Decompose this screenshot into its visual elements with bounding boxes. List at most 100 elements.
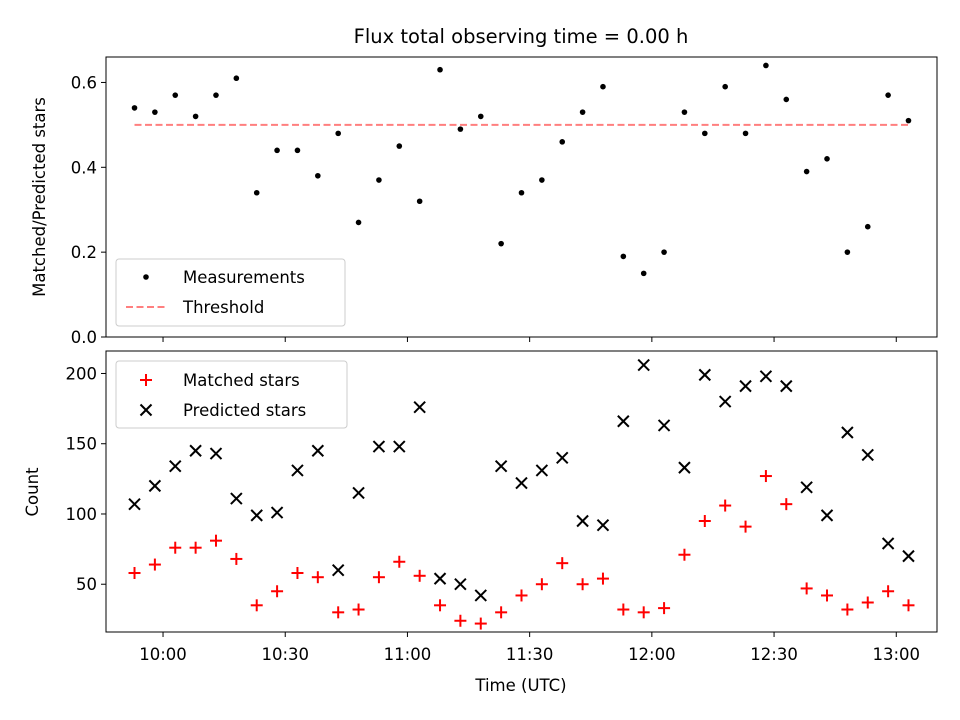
bottom-y-tick-label: 150 bbox=[66, 435, 98, 454]
x-tick-label: 10:00 bbox=[139, 645, 187, 664]
measurement-point bbox=[274, 147, 280, 154]
x-tick-label: 13:00 bbox=[872, 645, 920, 664]
measurement-point bbox=[600, 83, 606, 90]
bottom-y-tick-label: 100 bbox=[66, 505, 98, 524]
predicted-stars-point bbox=[617, 415, 630, 428]
measurement-point bbox=[844, 249, 851, 255]
measurement-point bbox=[824, 156, 830, 162]
matched-stars-point bbox=[271, 585, 284, 598]
measurement-point bbox=[335, 130, 341, 137]
measurement-point bbox=[131, 105, 138, 111]
predicted-stars-point bbox=[331, 563, 345, 577]
bottom-panel: 50 100 150 200 10:00 10:30 11:00 11:30 12:00 12:3… bbox=[66, 350, 938, 664]
top-y-tick-label: 0.2 bbox=[71, 243, 97, 262]
bottom-y-axis-label: Count bbox=[23, 467, 42, 517]
matched-stars-point bbox=[169, 541, 182, 554]
matched-stars-point bbox=[393, 555, 406, 568]
predicted-stars-point bbox=[576, 514, 589, 528]
predicted-stars-point bbox=[515, 476, 528, 490]
predicted-stars-point bbox=[739, 379, 752, 393]
predicted-stars-point bbox=[657, 419, 671, 432]
matched-stars-point bbox=[209, 534, 222, 547]
measurement-point bbox=[783, 96, 790, 103]
measurement-point bbox=[722, 83, 728, 90]
matched-stars-point bbox=[739, 520, 752, 533]
predicted-stars-point bbox=[902, 549, 915, 563]
predicted-stars-point bbox=[535, 464, 549, 477]
matched-stars-point bbox=[678, 548, 691, 561]
matched-stars-point bbox=[556, 557, 569, 570]
measurement-point bbox=[294, 147, 301, 154]
x-tick-label: 12:30 bbox=[750, 645, 798, 664]
matched-stars-point bbox=[311, 571, 324, 584]
measurement-point bbox=[437, 66, 443, 73]
measurement-point bbox=[396, 143, 403, 149]
measurement-point bbox=[681, 109, 688, 115]
predicted-stars-point bbox=[820, 509, 834, 522]
bottom-legend-box bbox=[115, 360, 348, 429]
x-tick-label: 11:00 bbox=[384, 645, 432, 664]
predicted-stars-point bbox=[230, 492, 243, 505]
matched-stars-point bbox=[719, 499, 732, 512]
predicted-stars-point bbox=[454, 578, 467, 591]
matched-stars-point bbox=[352, 603, 365, 616]
chart-title: Flux total observing time = 0.00 h bbox=[354, 25, 689, 48]
x-tick-label: 11:30 bbox=[506, 645, 554, 664]
measurement-point bbox=[477, 113, 484, 120]
matched-stars-point bbox=[515, 589, 528, 602]
matched-stars-point bbox=[821, 589, 834, 602]
top-legend-box bbox=[115, 258, 346, 327]
matched-stars-point bbox=[800, 582, 813, 595]
predicted-stars-point bbox=[556, 451, 569, 464]
measurement-point bbox=[416, 198, 423, 205]
matched-stars-point bbox=[189, 541, 202, 554]
matched-stars-point bbox=[332, 606, 345, 619]
predicted-stars-point bbox=[209, 447, 223, 460]
predicted-stars-point bbox=[861, 448, 874, 462]
matched-stars-point bbox=[861, 596, 874, 609]
legend-threshold-label: Threshold bbox=[182, 298, 264, 317]
legend-predicted-marker bbox=[139, 403, 153, 417]
measurement-point bbox=[233, 75, 240, 82]
matched-stars-point bbox=[637, 606, 650, 619]
x-tick-label: 10:30 bbox=[261, 645, 309, 664]
top-plot-frame bbox=[105, 56, 938, 338]
matched-stars-point bbox=[658, 602, 671, 615]
measurement-point bbox=[803, 168, 810, 175]
matched-stars-point bbox=[535, 578, 548, 591]
top-legend: Measurements Threshold bbox=[115, 258, 346, 327]
legend-matched-marker bbox=[140, 374, 152, 386]
measurement-point bbox=[661, 249, 667, 255]
predicted-stars-point bbox=[433, 572, 447, 585]
bottom-plot-frame bbox=[105, 350, 938, 633]
predicted-stars-point bbox=[800, 481, 813, 494]
bottom-y-tick-label: 200 bbox=[66, 364, 98, 383]
measurement-point bbox=[152, 109, 158, 115]
predicted-stars-point bbox=[250, 509, 263, 522]
predicted-stars-point bbox=[881, 537, 895, 550]
top-y-axis-label: Matched/Predicted stars bbox=[30, 97, 49, 297]
measurement-point bbox=[457, 126, 464, 132]
measurement-point bbox=[763, 62, 769, 69]
measurement-point bbox=[559, 139, 566, 145]
matched-stars-point bbox=[698, 515, 711, 528]
predicted-stars-point bbox=[494, 460, 508, 473]
bottom-y-tick-label: 50 bbox=[76, 575, 97, 594]
predicted-stars-point bbox=[393, 440, 406, 453]
matched-stars-point bbox=[454, 614, 467, 627]
top-panel: 0.0 0.2 0.4 0.6 Measurements Threshold bbox=[71, 56, 938, 347]
predicted-stars-point bbox=[413, 400, 426, 414]
matched-stars-point bbox=[128, 566, 141, 579]
predicted-stars-point bbox=[311, 444, 325, 457]
predicted-stars-point bbox=[270, 506, 284, 519]
matched-stars-point bbox=[474, 617, 487, 630]
x-axis-label: Time (UTC) bbox=[474, 676, 566, 695]
predicted-stars-point bbox=[169, 460, 182, 473]
matched-stars-point bbox=[372, 571, 385, 584]
predicted-stars-point bbox=[637, 358, 650, 372]
matched-stars-point bbox=[413, 569, 426, 582]
predicted-stars-point bbox=[841, 426, 854, 439]
measurement-point bbox=[885, 92, 891, 98]
legend-measurements-marker bbox=[143, 274, 149, 280]
